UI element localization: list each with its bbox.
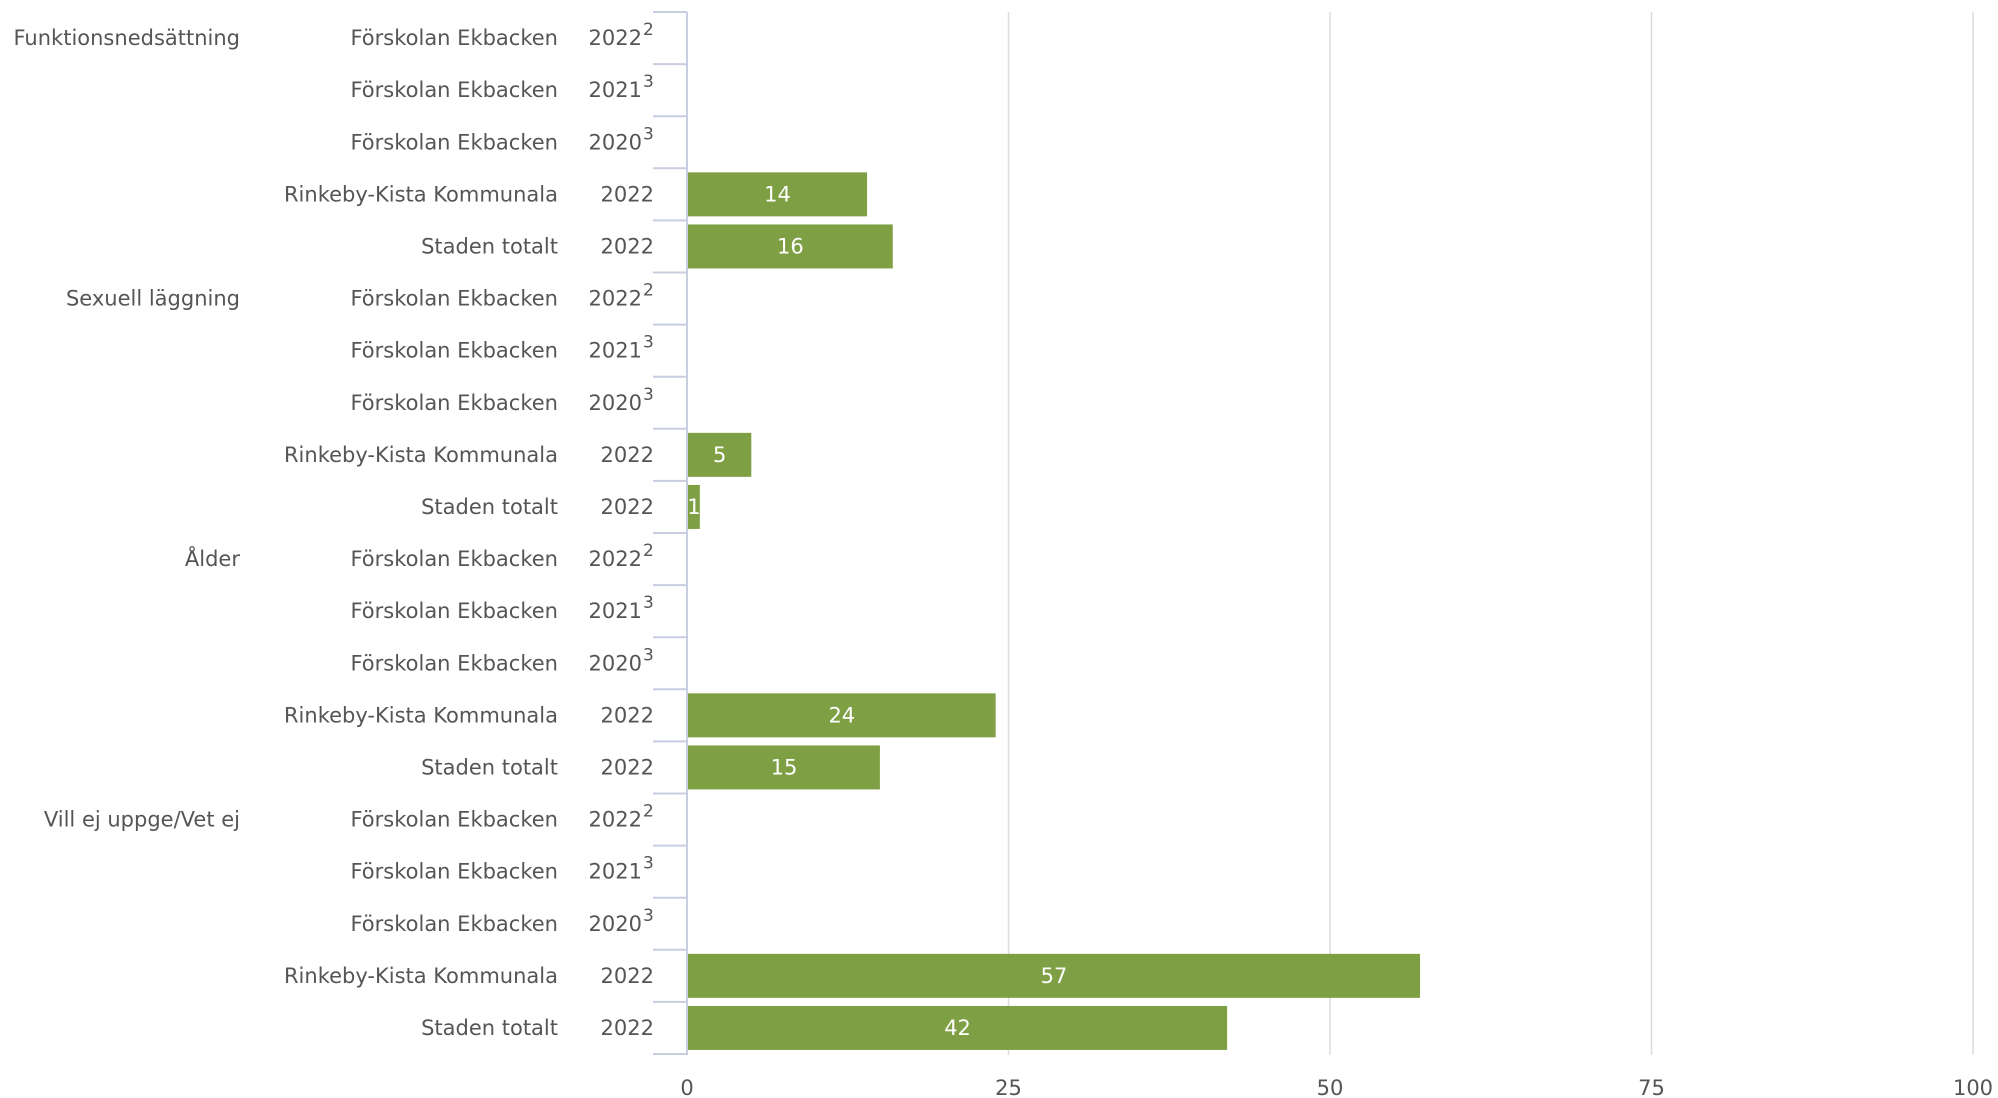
year-label: 2020 xyxy=(589,130,642,154)
unit-label: Staden totalt xyxy=(421,755,558,779)
bar xyxy=(688,745,880,790)
unit-label: Förskolan Ekbacken xyxy=(350,391,558,415)
footnote-marker: 3 xyxy=(643,645,654,665)
unit-label: Rinkeby-Kista Kommunala xyxy=(284,443,558,467)
bar xyxy=(688,172,868,217)
footnote-marker: 2 xyxy=(643,541,654,561)
year-label: 2021 xyxy=(589,599,642,623)
year-label: 2022 xyxy=(601,234,654,258)
year-label: 2022 xyxy=(601,1016,654,1040)
unit-label: Förskolan Ekbacken xyxy=(350,547,558,571)
x-axis-ticks: 0 25 50 75 100 xyxy=(680,1076,1993,1098)
bar-value-label: 57 xyxy=(1041,964,1068,988)
unit-label: Förskolan Ekbacken xyxy=(350,860,558,884)
year-label: 2020 xyxy=(589,391,642,415)
bar-value-label: 5 xyxy=(713,443,726,467)
year-label: 2021 xyxy=(589,339,642,363)
bar-value-label: 42 xyxy=(944,1016,971,1040)
year-label: 2020 xyxy=(589,912,642,936)
unit-label: Förskolan Ekbacken xyxy=(350,26,558,50)
bar xyxy=(688,1005,1228,1050)
bar xyxy=(688,484,700,529)
bar xyxy=(688,953,1421,998)
unit-label: Staden totalt xyxy=(421,234,558,258)
year-label: 2022 xyxy=(601,755,654,779)
group-label: Funktionsnedsättning xyxy=(14,26,241,50)
footnote-marker: 2 xyxy=(643,20,654,40)
footnote-marker: 3 xyxy=(643,854,654,874)
footnote-marker: 3 xyxy=(643,385,654,405)
unit-label: Rinkeby-Kista Kommunala xyxy=(284,182,558,206)
bar-value-label: 24 xyxy=(828,703,855,727)
unit-label: Förskolan Ekbacken xyxy=(350,651,558,675)
row-labels: Funktionsnedsättning Förskolan Ekbacken 20… xyxy=(14,20,655,1040)
year-label: 2022 xyxy=(589,287,642,311)
footnote-marker: 3 xyxy=(643,333,654,353)
x-tick-label: 100 xyxy=(1953,1076,1993,1098)
footnote-marker: 2 xyxy=(643,802,654,822)
bar xyxy=(688,432,752,477)
year-label: 2022 xyxy=(601,182,654,206)
year-label: 2022 xyxy=(589,547,642,571)
bar-value-label: 15 xyxy=(771,755,798,779)
year-label: 2022 xyxy=(601,443,654,467)
year-label: 2022 xyxy=(601,703,654,727)
unit-label: Förskolan Ekbacken xyxy=(350,599,558,623)
unit-label: Förskolan Ekbacken xyxy=(350,287,558,311)
year-label: 2021 xyxy=(589,78,642,102)
x-tick-label: 0 xyxy=(680,1076,693,1098)
group-label: Ålder xyxy=(185,545,240,571)
y-axis xyxy=(653,11,688,1055)
year-label: 2020 xyxy=(589,651,642,675)
unit-label: Rinkeby-Kista Kommunala xyxy=(284,703,558,727)
footnote-marker: 3 xyxy=(643,124,654,144)
footnote-marker: 3 xyxy=(643,72,654,92)
footnote-marker: 3 xyxy=(643,906,654,926)
footnote-marker: 2 xyxy=(643,281,654,301)
unit-label: Rinkeby-Kista Kommunala xyxy=(284,964,558,988)
bars: 14 16 5 1 24 15 57 42 xyxy=(687,172,1421,1050)
bar xyxy=(688,693,996,738)
group-label: Sexuell läggning xyxy=(66,287,240,311)
bar-value-label: 14 xyxy=(764,182,791,206)
year-label: 2021 xyxy=(589,860,642,884)
footnote-marker: 3 xyxy=(643,593,654,613)
unit-label: Staden totalt xyxy=(421,495,558,519)
year-label: 2022 xyxy=(601,964,654,988)
unit-label: Staden totalt xyxy=(421,1016,558,1040)
unit-label: Förskolan Ekbacken xyxy=(350,130,558,154)
unit-label: Förskolan Ekbacken xyxy=(350,808,558,832)
bar xyxy=(688,224,893,269)
grid-lines xyxy=(1007,12,1974,1055)
unit-label: Förskolan Ekbacken xyxy=(350,339,558,363)
unit-label: Förskolan Ekbacken xyxy=(350,78,558,102)
bar-value-label: 16 xyxy=(777,234,804,258)
unit-label: Förskolan Ekbacken xyxy=(350,912,558,936)
x-tick-label: 75 xyxy=(1638,1076,1665,1098)
year-label: 2022 xyxy=(589,26,642,50)
group-label: Vill ej uppge/Vet ej xyxy=(44,808,240,832)
bar-value-label: 1 xyxy=(687,495,700,519)
x-tick-label: 50 xyxy=(1317,1076,1344,1098)
year-label: 2022 xyxy=(601,495,654,519)
x-tick-label: 25 xyxy=(995,1076,1022,1098)
year-label: 2022 xyxy=(589,808,642,832)
